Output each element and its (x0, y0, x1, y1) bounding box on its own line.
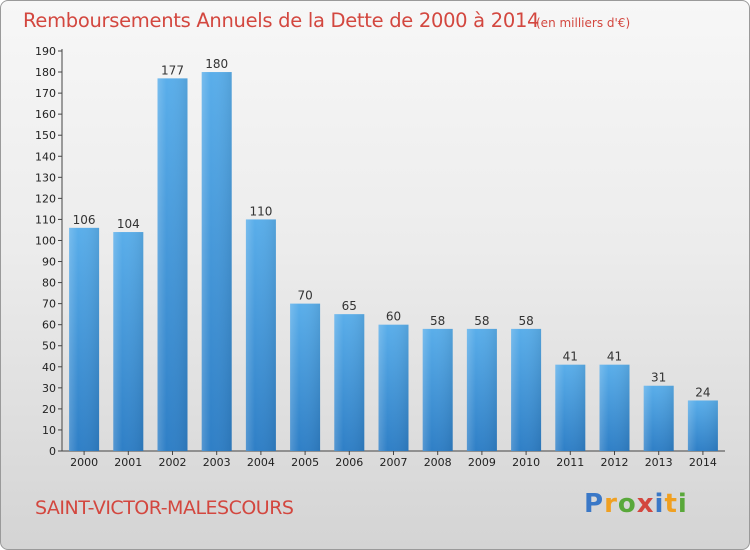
bar-shade-2010 (511, 328, 542, 451)
y-tick-label: 10 (42, 424, 56, 437)
x-tick-label-2005: 2005 (291, 456, 319, 469)
y-tick-label: 60 (42, 319, 56, 332)
x-tick-label-2011: 2011 (556, 456, 584, 469)
x-tick-label-2009: 2009 (468, 456, 496, 469)
y-tick-label: 50 (42, 340, 56, 353)
bar-shade-2011 (555, 364, 586, 451)
chart-unit-subtitle: (en milliers d'€) (536, 16, 631, 30)
y-tick-label: 150 (35, 129, 56, 142)
x-tick-label-2002: 2002 (159, 456, 187, 469)
bar-shade-2013 (643, 385, 674, 451)
data-label-2012: 41 (607, 350, 622, 364)
data-label-2010: 58 (518, 314, 533, 328)
bar-shade-2002 (157, 78, 188, 452)
y-tick-label: 30 (42, 382, 56, 395)
y-tick-label: 70 (42, 298, 56, 311)
y-tick-label: 20 (42, 403, 56, 416)
x-tick-label-2008: 2008 (424, 456, 452, 469)
y-tick-label: 190 (35, 45, 56, 58)
bar-shade-2001 (113, 232, 144, 451)
data-label-2009: 58 (474, 314, 489, 328)
data-label-2006: 65 (342, 299, 357, 313)
x-tick-label-2012: 2012 (601, 456, 629, 469)
chart-title: Remboursements Annuels de la Dette de 20… (23, 9, 540, 32)
x-tick-label-2004: 2004 (247, 456, 275, 469)
bar-shade-2012 (599, 364, 630, 451)
y-tick-label: 110 (35, 213, 56, 226)
data-label-2002: 177 (161, 63, 184, 77)
y-tick-label: 130 (35, 171, 56, 184)
bar-shade-2004 (245, 219, 276, 451)
data-label-2008: 58 (430, 314, 445, 328)
bar-shade-2005 (290, 303, 321, 451)
x-tick-label-2013: 2013 (645, 456, 673, 469)
commune-name: SAINT-VICTOR-MALESCOURS (35, 497, 294, 519)
data-label-2000: 106 (73, 213, 96, 227)
y-tick-label: 180 (35, 66, 56, 79)
y-tick-label: 140 (35, 150, 56, 163)
x-tick-label-2003: 2003 (203, 456, 231, 469)
x-tick-label-2007: 2007 (380, 456, 408, 469)
data-label-2004: 110 (249, 204, 272, 218)
x-tick-label-2001: 2001 (114, 456, 142, 469)
x-tick-label-2000: 2000 (70, 456, 98, 469)
bar-shade-2006 (334, 314, 365, 451)
data-label-2011: 41 (563, 350, 578, 364)
data-label-2007: 60 (386, 310, 401, 324)
y-tick-label: 100 (35, 234, 56, 247)
proxiti-logo[interactable]: Proxiti (584, 489, 688, 519)
data-label-2005: 70 (297, 289, 312, 303)
data-label-2001: 104 (117, 217, 140, 231)
bar-shade-2000 (69, 227, 100, 451)
data-label-2003: 180 (205, 57, 228, 71)
x-tick-label-2010: 2010 (512, 456, 540, 469)
y-tick-label: 40 (42, 361, 56, 374)
bar-shade-2007 (378, 324, 409, 451)
y-tick-label: 120 (35, 192, 56, 205)
x-tick-label-2006: 2006 (335, 456, 363, 469)
bar-shade-2008 (422, 328, 453, 451)
y-tick-label: 80 (42, 277, 56, 290)
x-tick-label-2014: 2014 (689, 456, 717, 469)
y-tick-label: 160 (35, 108, 56, 121)
y-tick-label: 170 (35, 87, 56, 100)
data-label-2014: 24 (695, 385, 710, 399)
bar-shade-2014 (687, 400, 718, 451)
y-tick-label: 0 (49, 445, 56, 458)
y-tick-label: 90 (42, 256, 56, 269)
bar-shade-2009 (466, 328, 497, 451)
bar-shade-2003 (201, 72, 232, 451)
data-label-2013: 31 (651, 371, 666, 385)
